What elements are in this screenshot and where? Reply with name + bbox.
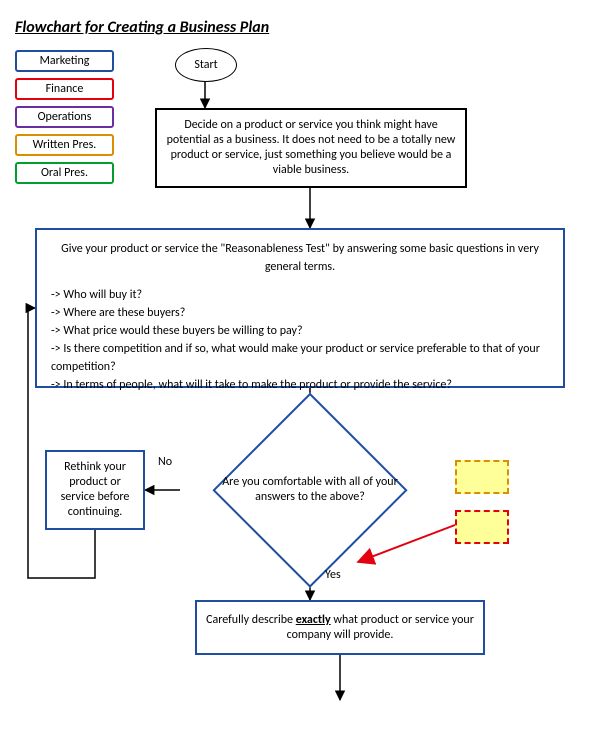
node-rethink: Rethink your product or service before c…: [45, 450, 145, 530]
page-title: Flowchart for Creating a Business Plan: [15, 18, 269, 37]
edge-label-yes: Yes: [325, 568, 341, 582]
flowchart-canvas: { "title": {"text":"Flowchart for Creati…: [0, 0, 600, 730]
edge-label-no: No: [158, 455, 172, 469]
legend-oral-pres-: Oral Pres.: [15, 162, 114, 184]
legend-marketing: Marketing: [15, 50, 114, 72]
node-decide: Decide on a product or service you think…: [155, 108, 467, 188]
legend-operations: Operations: [15, 106, 114, 128]
node-qtest: Give your product or service the "Reason…: [35, 228, 565, 388]
legend-written-pres-: Written Pres.: [15, 134, 114, 156]
node-comfort: Are you comfortable with all of your ans…: [180, 420, 440, 560]
legend-finance: Finance: [15, 78, 114, 100]
node-start: Start: [175, 48, 237, 82]
sticky-note-1: [455, 510, 509, 544]
sticky-note-0: [455, 460, 509, 494]
node-describe: Carefully describe exactly what product …: [195, 600, 485, 655]
